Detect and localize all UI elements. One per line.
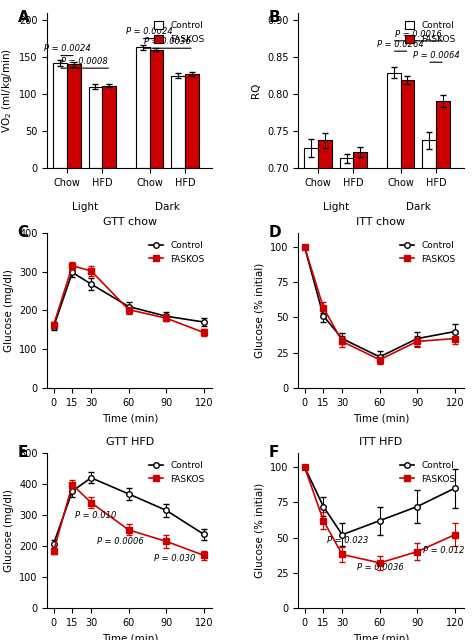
Y-axis label: Glucose (% initial): Glucose (% initial) — [255, 263, 265, 358]
X-axis label: Time (min): Time (min) — [102, 413, 158, 423]
Bar — [304, 148, 318, 640]
Text: Light: Light — [323, 202, 349, 212]
Legend: Control, FASKOS: Control, FASKOS — [150, 17, 208, 47]
Y-axis label: RQ: RQ — [252, 83, 262, 98]
Bar — [136, 47, 149, 168]
Title: ITT chow: ITT chow — [356, 216, 405, 227]
Text: P = 0.030: P = 0.030 — [154, 554, 195, 563]
Y-axis label: VO$_2$ (ml/kg/min): VO$_2$ (ml/kg/min) — [0, 48, 14, 132]
Text: P = 0.0008: P = 0.0008 — [61, 57, 108, 66]
Text: P = 0.0024: P = 0.0024 — [126, 28, 173, 36]
Bar — [353, 152, 367, 640]
Bar — [401, 80, 414, 640]
Bar — [67, 65, 81, 168]
Text: E: E — [18, 445, 28, 460]
Bar — [436, 101, 450, 640]
Text: Dark: Dark — [406, 202, 431, 212]
Bar — [318, 141, 332, 640]
Y-axis label: Glucose (mg/dl): Glucose (mg/dl) — [3, 489, 14, 572]
Text: P = 0.0036: P = 0.0036 — [357, 563, 404, 572]
Bar — [53, 63, 67, 168]
Bar — [422, 141, 436, 640]
Legend: Control, FASKOS: Control, FASKOS — [146, 458, 208, 487]
Text: F: F — [269, 445, 279, 460]
X-axis label: Time (min): Time (min) — [102, 633, 158, 640]
Bar — [387, 72, 401, 640]
Bar — [185, 74, 199, 168]
Bar — [88, 86, 102, 168]
Text: D: D — [269, 225, 281, 240]
Bar — [149, 50, 163, 168]
Text: P = 0.0006: P = 0.0006 — [97, 536, 144, 545]
Bar — [102, 86, 116, 168]
Text: P = 0.0064: P = 0.0064 — [412, 51, 459, 60]
Text: P = 0.0264: P = 0.0264 — [377, 40, 424, 49]
Text: Light: Light — [71, 202, 98, 212]
Y-axis label: Glucose (mg/dl): Glucose (mg/dl) — [3, 269, 14, 352]
Text: B: B — [269, 10, 280, 25]
Text: P = 0.012: P = 0.012 — [423, 546, 465, 555]
Title: GTT HFD: GTT HFD — [106, 436, 154, 447]
Text: P = 0.0024: P = 0.0024 — [44, 44, 90, 53]
Text: P = 0.023: P = 0.023 — [327, 536, 368, 545]
Text: Dark: Dark — [155, 202, 180, 212]
Text: P = 0.0036: P = 0.0036 — [144, 37, 191, 46]
X-axis label: Time (min): Time (min) — [353, 633, 409, 640]
Text: P = 0.0016: P = 0.0016 — [395, 29, 442, 38]
Title: ITT HFD: ITT HFD — [359, 436, 403, 447]
Legend: Control, FASKOS: Control, FASKOS — [146, 237, 208, 267]
Y-axis label: Glucose (% initial): Glucose (% initial) — [255, 483, 265, 578]
Legend: Control, FASKOS: Control, FASKOS — [397, 458, 459, 487]
Legend: Control, FASKOS: Control, FASKOS — [401, 17, 459, 47]
Text: A: A — [18, 10, 29, 25]
Text: C: C — [18, 225, 29, 240]
Bar — [340, 158, 353, 640]
Title: GTT chow: GTT chow — [103, 216, 157, 227]
Bar — [171, 76, 185, 168]
Legend: Control, FASKOS: Control, FASKOS — [397, 237, 459, 267]
Text: P = 0.010: P = 0.010 — [75, 511, 116, 520]
X-axis label: Time (min): Time (min) — [353, 413, 409, 423]
